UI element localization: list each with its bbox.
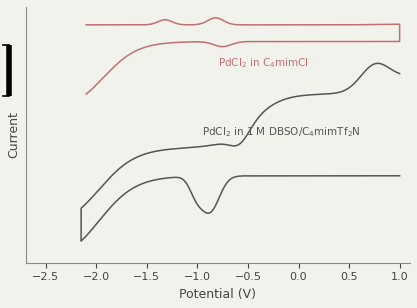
Y-axis label: Current: Current [7,111,20,158]
X-axis label: Potential (V): Potential (V) [179,288,256,301]
Text: PdCl$_2$ in C$_4$mimCl: PdCl$_2$ in C$_4$mimCl [218,56,308,70]
Text: PdCl$_2$ in 1 M DBSO/C$_4$mimTf$_2$N: PdCl$_2$ in 1 M DBSO/C$_4$mimTf$_2$N [202,125,361,139]
